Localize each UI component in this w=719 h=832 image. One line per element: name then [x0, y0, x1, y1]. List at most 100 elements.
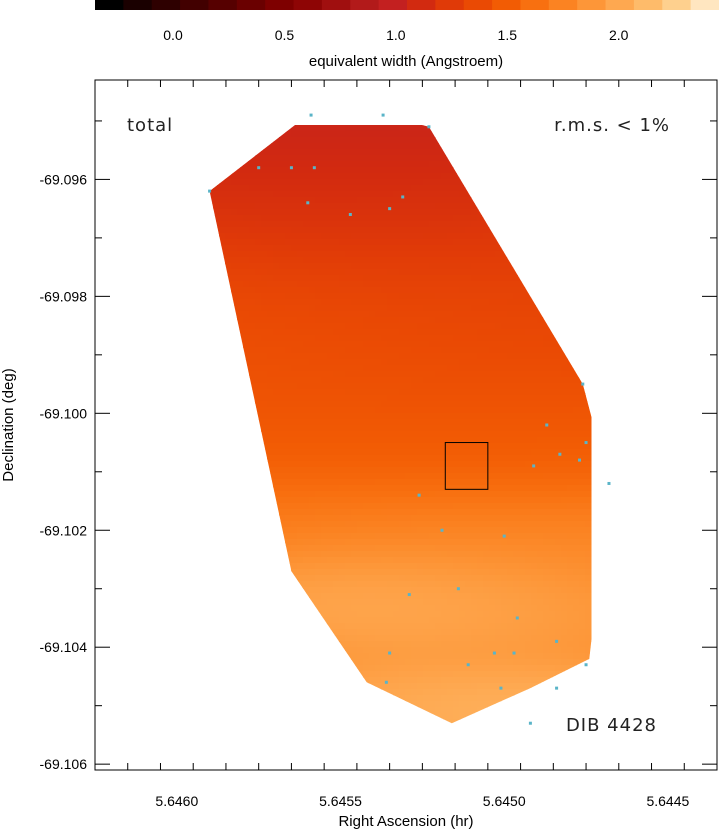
heatmap-cell [345, 425, 352, 432]
heatmap-cell [495, 449, 502, 456]
heatmap-cell [453, 431, 460, 438]
heatmap-cell [399, 413, 406, 420]
heatmap-cell [411, 335, 418, 342]
heatmap-cell [507, 515, 514, 522]
heatmap-cell [333, 557, 340, 564]
heatmap-cell [297, 533, 304, 540]
heatmap-cell [435, 233, 442, 240]
heatmap-cell [381, 509, 388, 516]
heatmap-cell [435, 161, 442, 168]
heatmap-cell [339, 275, 346, 282]
heatmap-cell [429, 269, 436, 276]
heatmap-cell [579, 521, 586, 528]
heatmap-cell [429, 557, 436, 564]
heatmap-cell [375, 521, 382, 528]
heatmap-cell [345, 563, 352, 570]
heatmap-cell [297, 299, 304, 306]
heatmap-cell [351, 227, 358, 234]
heatmap-cell [261, 335, 268, 342]
heatmap-cell [483, 221, 490, 228]
heatmap-cell [333, 209, 340, 216]
heatmap-cell [459, 251, 466, 258]
heatmap-cell [453, 557, 460, 564]
heatmap-cell [507, 347, 514, 354]
heatmap-cell [399, 293, 406, 300]
heatmap-cell [387, 269, 394, 276]
heatmap-cell [279, 143, 286, 150]
heatmap-cell [513, 293, 520, 300]
heatmap-cell [501, 485, 508, 492]
heatmap-cell [237, 215, 244, 222]
heatmap-cell [345, 347, 352, 354]
heatmap-cell [573, 383, 580, 390]
heatmap-cell [303, 365, 310, 372]
heatmap-cell [549, 533, 556, 540]
heatmap-cell [489, 317, 496, 324]
heatmap-cell [507, 527, 514, 534]
heatmap-cell [375, 275, 382, 282]
colorbar-swatch [151, 0, 181, 10]
heatmap-cell [405, 161, 412, 168]
heatmap-cell [441, 437, 448, 444]
heatmap-cell [429, 419, 436, 426]
heatmap-cell [333, 461, 340, 468]
heatmap-cell [453, 311, 460, 318]
heatmap-cell [495, 257, 502, 264]
heatmap-cell [537, 443, 544, 450]
heatmap-cell [351, 149, 358, 156]
heatmap-cell [219, 245, 226, 252]
heatmap-cell [393, 401, 400, 408]
heatmap-cell [465, 563, 472, 570]
heatmap-cell [555, 557, 562, 564]
heatmap-cell [225, 179, 232, 186]
heatmap-cell [225, 185, 232, 192]
heatmap-cell [399, 569, 406, 576]
heatmap-cell [417, 155, 424, 162]
heatmap-cell [489, 413, 496, 420]
heatmap-cell [351, 179, 358, 186]
heatmap-cell [333, 359, 340, 366]
heatmap-cell [375, 455, 382, 462]
heatmap-cell [381, 323, 388, 330]
heatmap-cell [399, 461, 406, 468]
heatmap-cell [477, 479, 484, 486]
heatmap-cell [483, 527, 490, 534]
heatmap-cell [297, 317, 304, 324]
heatmap-cell [315, 449, 322, 456]
heatmap-cell [279, 413, 286, 420]
heatmap-cell [399, 491, 406, 498]
heatmap-cell [369, 461, 376, 468]
heatmap-cell [567, 515, 574, 522]
heatmap-cell [291, 389, 298, 396]
heatmap-cell [459, 455, 466, 462]
heatmap-cell [261, 311, 268, 318]
heatmap-cell [573, 437, 580, 444]
heatmap-cell [357, 389, 364, 396]
heatmap-cell [285, 533, 292, 540]
heatmap-cell [357, 335, 364, 342]
heatmap-cell [261, 323, 268, 330]
heatmap-cell [477, 239, 484, 246]
heatmap-cell [261, 275, 268, 282]
heatmap-cell [345, 443, 352, 450]
heatmap-cell [519, 317, 526, 324]
colorbar-swatch [520, 0, 550, 10]
heatmap-cell [501, 383, 508, 390]
heatmap-cell [429, 539, 436, 546]
heatmap-cell [501, 479, 508, 486]
heatmap-cell [483, 425, 490, 432]
heatmap-cell [279, 245, 286, 252]
heatmap-cell [501, 563, 508, 570]
heatmap-cell [363, 365, 370, 372]
heatmap-cell [327, 521, 334, 528]
heatmap-cell [435, 209, 442, 216]
heatmap-cell [363, 251, 370, 258]
heatmap-cell [465, 269, 472, 276]
heatmap-cell [351, 197, 358, 204]
heatmap-cell [417, 191, 424, 198]
heatmap-cell [531, 455, 538, 462]
heatmap-cell [447, 479, 454, 486]
heatmap-cell [519, 347, 526, 354]
heatmap-cell [351, 347, 358, 354]
heatmap-cell [387, 173, 394, 180]
